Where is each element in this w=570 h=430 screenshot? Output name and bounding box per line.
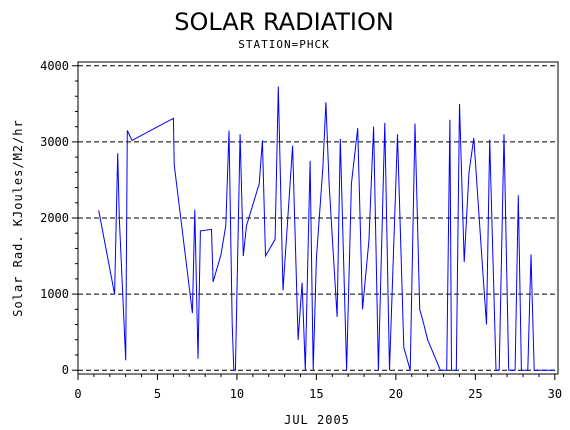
y-tick-label: 3000	[40, 135, 69, 149]
x-tick-label: 25	[468, 387, 482, 401]
x-tick-label: 0	[74, 387, 81, 401]
x-tick-label: 15	[309, 387, 323, 401]
x-tick-label: 10	[230, 387, 244, 401]
tick-labels: 0 1000 2000 3000 4000 0 5 10 15 20 25 30	[40, 59, 562, 401]
series-line	[98, 86, 555, 371]
y-tick-label: 0	[62, 363, 69, 377]
series-layer	[98, 86, 555, 371]
x-tick-label: 30	[548, 387, 562, 401]
grid-lines	[78, 65, 558, 371]
y-tick-label: 2000	[40, 211, 69, 225]
x-tick-label: 5	[154, 387, 161, 401]
chart-subtitle: STATION=PHCK	[238, 38, 329, 51]
y-tick-label: 1000	[40, 287, 69, 301]
x-tick-label: 20	[389, 387, 403, 401]
axes	[72, 61, 559, 380]
chart-title: SOLAR RADIATION	[174, 8, 394, 36]
y-tick-label: 4000	[40, 59, 69, 73]
y-axis-label: Solar Rad. KJoules/M2/hr	[11, 119, 25, 316]
x-axis-label: JUL 2005	[284, 413, 350, 427]
